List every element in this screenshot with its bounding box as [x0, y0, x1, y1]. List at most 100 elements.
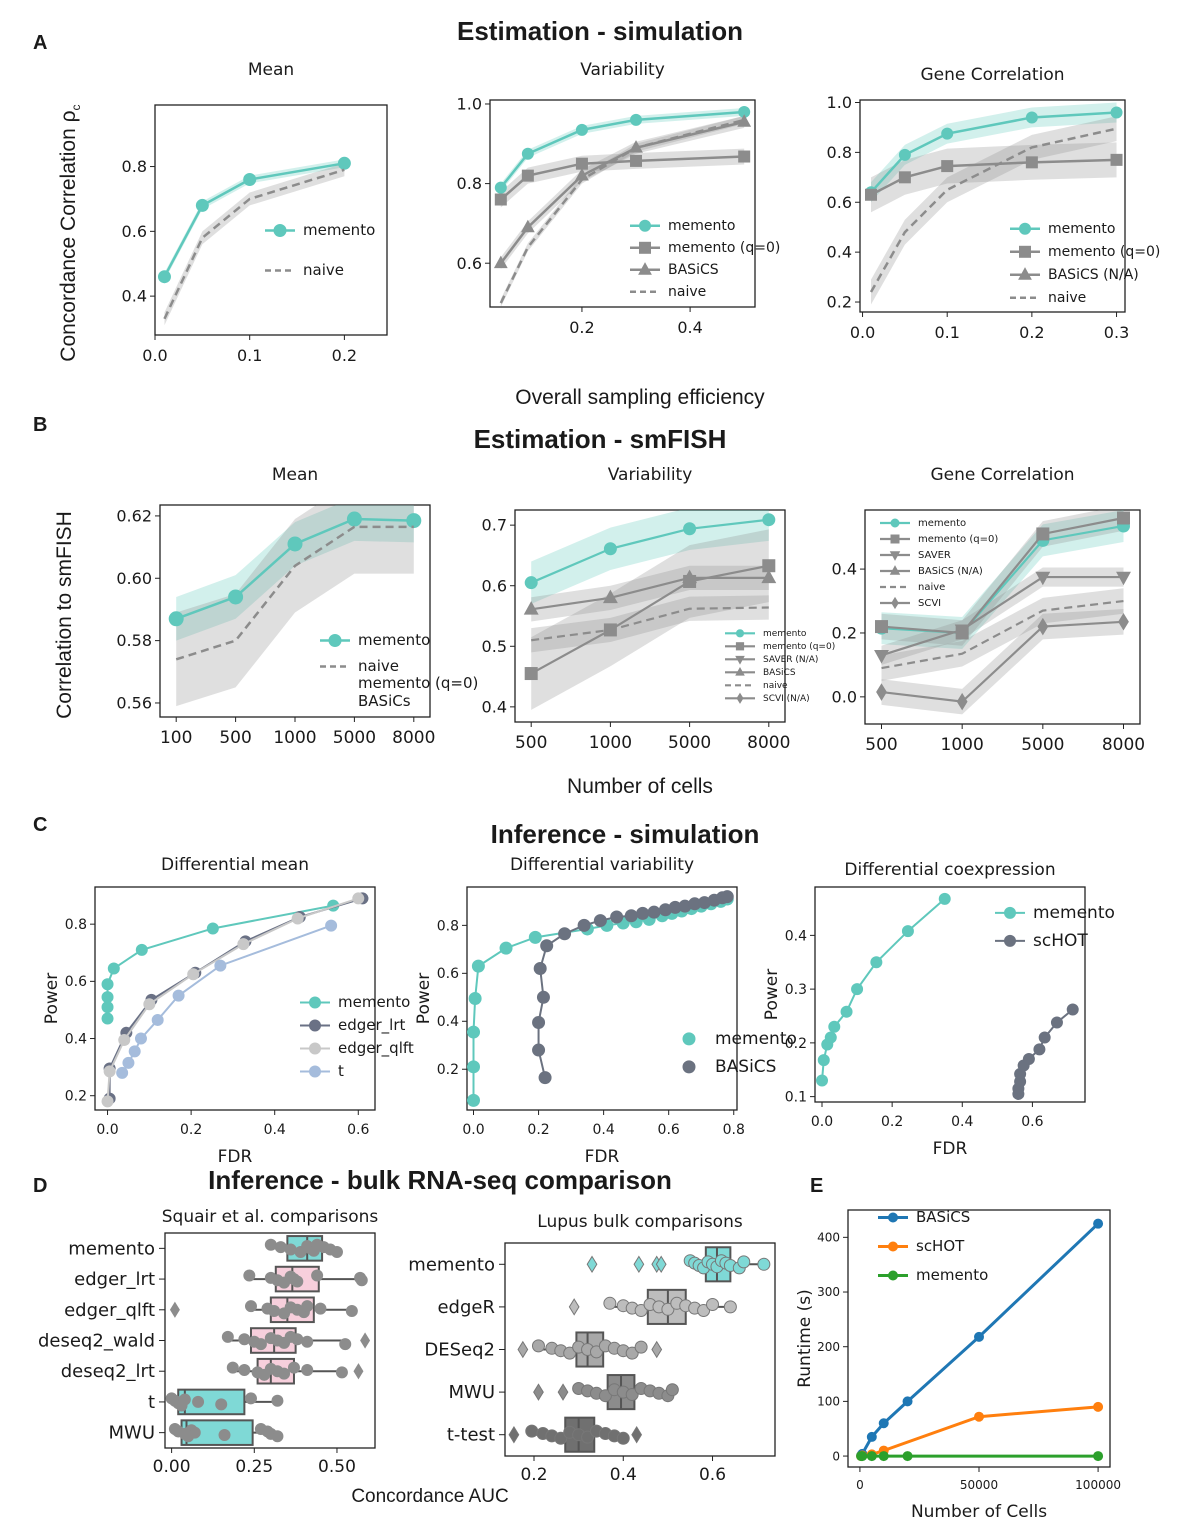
legend-marker-saver-n-a	[735, 655, 745, 665]
box-deseq2-wald	[221, 1327, 371, 1354]
box-memento	[264, 1235, 343, 1262]
data-point-scvi	[956, 692, 968, 711]
data-point-basics	[536, 990, 550, 1004]
legend-label-memento: memento	[303, 221, 375, 239]
data-point-memento	[521, 147, 534, 160]
a-ylabel-text: Concordance Correlation ρ	[56, 110, 80, 362]
x-tick-label: 0.6	[658, 1122, 680, 1138]
legend-marker-memento	[682, 1032, 696, 1046]
section-title-c: Inference - simulation	[490, 819, 760, 849]
confidence-band-naive	[881, 588, 1124, 681]
data-point	[188, 1426, 201, 1439]
x-tick-label: 0	[856, 1478, 864, 1492]
y-axis-label: Power	[414, 973, 434, 1024]
data-point	[757, 1257, 771, 1271]
outlier-point	[360, 1332, 371, 1349]
plot-area	[523, 510, 777, 710]
y-tick-label: 0.4	[122, 287, 147, 306]
x-tick-label: 500	[515, 733, 547, 753]
x-tick-label: 1000	[589, 733, 632, 753]
plot-area	[157, 156, 351, 326]
series-line-memento	[163, 162, 345, 278]
legend-marker-memento	[1019, 222, 1031, 235]
confidence-band-naive	[531, 595, 769, 653]
data-point	[531, 1339, 545, 1353]
category-label-t-test: t-test	[447, 1425, 495, 1446]
confidence-band-saver	[881, 567, 1124, 665]
outlier-point	[655, 1255, 667, 1274]
data-point-edger-qlft	[291, 912, 304, 925]
legend: memento memento (q=0) BASiCS (N/A) naive	[1010, 221, 1160, 306]
data-point	[335, 1366, 348, 1379]
outlier-point	[651, 1340, 663, 1359]
confidence-band-basics	[500, 115, 745, 270]
data-point	[192, 1395, 205, 1408]
legend-marker-basics	[682, 1060, 696, 1074]
plot-area	[865, 102, 1123, 305]
data-point	[581, 1430, 595, 1444]
data-point-memento	[630, 113, 643, 126]
data-point-scvi	[876, 683, 887, 701]
data-point	[634, 1340, 648, 1354]
legend: memento memento (q=0) SAVER (N/A) BASiCS nai…	[725, 629, 835, 704]
data-point-memento	[101, 991, 114, 1004]
x-tick-label: 0.0	[811, 1114, 833, 1130]
legend-label-memento: memento	[916, 1266, 988, 1284]
legend: memento BASiCS	[682, 1029, 797, 1077]
data-point	[287, 1361, 300, 1374]
data-point-schot	[1033, 1043, 1046, 1056]
axes: 0.4 0.5 0.6 0.7 500 1000 5000 8000	[482, 509, 790, 753]
data-point	[355, 1274, 368, 1287]
data-point-basics	[902, 1396, 913, 1407]
chart-a-variability: 0.60.81.00.2 0.4Variabilitymementomemento…	[457, 60, 781, 337]
y-tick-label: 0.6	[437, 966, 459, 982]
box-t-test	[508, 1416, 643, 1453]
x-tick-label: 0.00	[153, 1457, 191, 1477]
data-point-memento	[494, 181, 507, 194]
legend-label-memento-q-0: memento (q=0)	[763, 642, 835, 652]
legend-label-saver: SAVER	[918, 550, 951, 561]
data-point-memento	[101, 1001, 114, 1014]
legend-marker-memento-q-0	[890, 534, 900, 544]
data-point-memento	[468, 992, 482, 1005]
legend-marker-basics	[638, 262, 652, 275]
legend-label-memento: memento	[715, 1029, 797, 1049]
x-tick-label: 500	[865, 735, 897, 755]
data-point	[264, 1238, 277, 1251]
legend-label-edger-qlft: edger_qlft	[338, 1039, 414, 1058]
data-point-t	[214, 959, 227, 972]
series-line-memento-q-0	[881, 516, 1124, 635]
data-point	[665, 1383, 679, 1397]
a-xlabel: Overall sampling efficiency	[515, 386, 765, 409]
section-title-b: Estimation - smFISH	[473, 424, 727, 454]
chart-b-variability: 0.4 0.5 0.6 0.7 500 1000 5000 8000 Variability me…	[482, 465, 836, 753]
category-label-deseq2-wald: deseq2_wald	[38, 1331, 155, 1352]
series-line-naive	[499, 118, 745, 304]
y-tick-label: 0.3	[785, 982, 807, 998]
legend: memento scHOT	[995, 903, 1115, 951]
category-label-t: t	[148, 1392, 155, 1413]
legend-label-memento-q-0: memento (q=0)	[1048, 244, 1160, 260]
legend-marker-memento	[735, 629, 745, 638]
y-tick-label: 0.2	[65, 1089, 87, 1105]
data-point-memento	[878, 1451, 889, 1462]
x-tick-label: 0.25	[235, 1457, 273, 1477]
data-point	[301, 1300, 314, 1313]
b-xlabel: Number of cells	[567, 775, 713, 798]
box-mwu	[168, 1419, 284, 1446]
x-tick-label: 5000	[668, 733, 711, 753]
data-point-basics	[761, 569, 777, 584]
data-point-scvi	[1118, 613, 1129, 631]
data-point-t	[172, 989, 185, 1002]
data-point-memento	[467, 1093, 481, 1107]
data-point-basics	[866, 1431, 877, 1442]
legend-marker-schot	[888, 1241, 898, 1252]
y-tick-label: 300	[817, 1285, 840, 1299]
series-line-naive	[531, 606, 769, 642]
category-label-edger: edgeR	[437, 1297, 495, 1318]
data-point-basics	[558, 927, 572, 941]
data-point-memento	[135, 943, 148, 956]
series-line-basics	[531, 576, 769, 611]
data-point-memento	[101, 978, 114, 991]
y-tick-label: 0.60	[116, 569, 152, 588]
